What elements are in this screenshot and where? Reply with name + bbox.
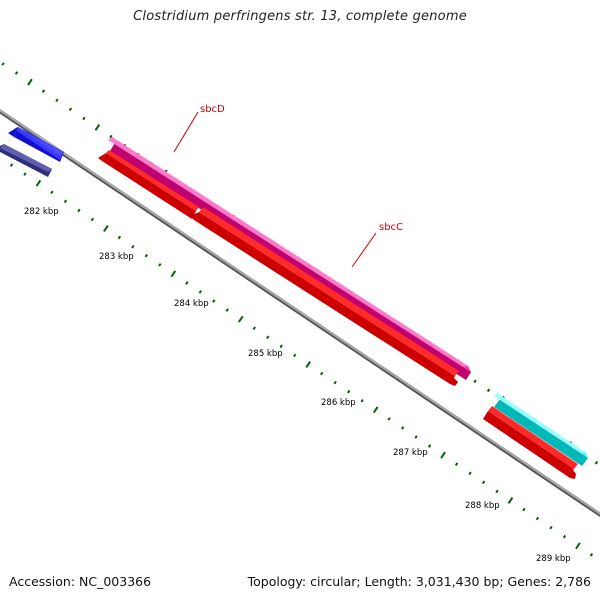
genome-summary-text: Topology: circular; Length: 3,031,430 bp…: [247, 574, 591, 589]
minor-tick: [109, 134, 113, 139]
sbcD-feature[interactable]: [108, 137, 471, 380]
major-tick: [103, 225, 109, 232]
minor-tick: [1, 62, 5, 66]
minor-tick: [82, 116, 86, 121]
gene-labels: sbcD sbcC: [200, 104, 403, 233]
red-gene-a-feature[interactable]: [98, 150, 199, 219]
tick-label-283: 283 kbp: [99, 252, 134, 262]
tick-label-285: 285 kbp: [248, 349, 283, 359]
minor-tick: [14, 71, 19, 75]
major-tick: [372, 406, 379, 414]
tick-label-289: 289 kbp: [536, 554, 571, 564]
minor-tick: [198, 290, 202, 294]
minor-tick: [131, 244, 135, 249]
gene-label-sbcD[interactable]: sbcD: [200, 104, 225, 115]
minor-tick: [360, 398, 364, 403]
minor-tick: [41, 89, 46, 93]
minor-tick: [589, 553, 594, 557]
minor-tick: [50, 190, 54, 195]
minor-tick: [535, 516, 540, 521]
accession-text: Accession: NC_003366: [9, 574, 152, 589]
minor-tick: [562, 534, 567, 539]
tick-label-288: 288 kbp: [465, 501, 500, 511]
navy-gene-feature[interactable]: [0, 144, 52, 177]
minor-tick: [481, 480, 486, 485]
minor-tick: [225, 308, 229, 312]
tick-label-286: 286 kbp: [321, 398, 356, 408]
minor-tick: [252, 326, 256, 331]
minor-tick: [77, 208, 81, 213]
tick-label-282: 282 kbp: [24, 207, 59, 217]
minor-tick: [23, 172, 27, 176]
minor-tick: [9, 163, 14, 167]
minor-tick: [117, 235, 122, 240]
tick-label-287: 287 kbp: [393, 448, 428, 458]
minor-tick: [346, 389, 351, 394]
cyan-gene-feature[interactable]: [494, 393, 588, 466]
sbcC-red-feature[interactable]: [190, 207, 459, 386]
major-tick: [575, 542, 581, 550]
minor-tick: [90, 217, 95, 222]
minor-tick: [414, 435, 418, 439]
major-tick: [305, 361, 311, 368]
minor-tick: [400, 426, 405, 430]
minor-tick: [293, 353, 297, 358]
gene-label-sbcC[interactable]: sbcC: [379, 222, 403, 233]
minor-tick: [158, 262, 162, 267]
minor-tick: [468, 471, 472, 476]
major-tick: [440, 451, 446, 459]
minor-tick: [185, 281, 189, 285]
major-tick: [35, 179, 42, 187]
major-tick: [237, 315, 244, 323]
minor-tick: [594, 461, 599, 465]
blue-gene-feature[interactable]: [8, 127, 64, 162]
minor-tick: [266, 335, 270, 340]
minor-tick: [549, 525, 553, 530]
minor-tick: [320, 371, 324, 376]
minor-tick: [522, 507, 526, 512]
minor-tick: [279, 344, 283, 349]
minor-tick: [68, 107, 73, 112]
minor-tick: [454, 462, 459, 467]
genome-title: Clostridium perfringens str. 13, complet…: [133, 9, 467, 24]
minor-tick: [63, 199, 68, 204]
major-tick: [94, 123, 101, 131]
gene-label-leaders: [173, 111, 377, 268]
minor-tick: [473, 379, 477, 384]
major-tick: [507, 497, 514, 504]
minor-tick: [333, 380, 337, 385]
minor-tick: [427, 444, 432, 448]
minor-tick: [212, 299, 216, 303]
major-tick: [170, 270, 177, 278]
tick-label-284: 284 kbp: [174, 299, 209, 309]
major-tick: [27, 78, 33, 86]
features-layer: [0, 127, 588, 479]
minor-tick: [387, 417, 391, 421]
genome-backbone: [0, 108, 600, 518]
minor-tick: [495, 489, 499, 494]
tick-labels: 282 kbp 283 kbp 284 kbp 285 kbp 286 kbp …: [24, 207, 571, 564]
minor-tick: [486, 388, 491, 393]
minor-tick: [55, 98, 59, 103]
red-gene-b-feature[interactable]: [483, 406, 578, 479]
minor-tick: [144, 253, 149, 258]
